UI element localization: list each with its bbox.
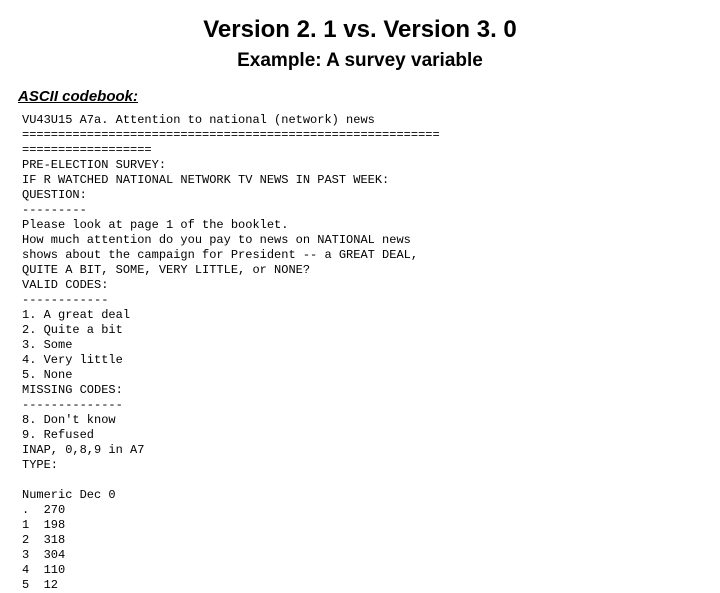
slide-container: Version 2. 1 vs. Version 3. 0 Example: A… bbox=[0, 0, 720, 540]
section-label: ASCII codebook: bbox=[18, 88, 698, 105]
slide-title: Version 2. 1 vs. Version 3. 0 bbox=[22, 16, 698, 44]
ascii-codebook: VU43U15 A7a. Attention to national (netw… bbox=[22, 113, 698, 593]
slide-subtitle: Example: A survey variable bbox=[22, 50, 698, 72]
